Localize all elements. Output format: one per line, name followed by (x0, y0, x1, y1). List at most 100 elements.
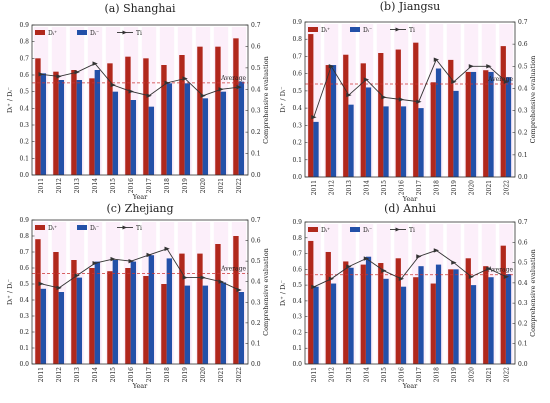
x-tick-label: 2022 (503, 180, 510, 195)
ti-point (236, 84, 242, 90)
bar-d-minus (148, 255, 155, 364)
y-tick-label: 0.0 (292, 361, 302, 368)
y-tick-label: 0.0 (292, 174, 302, 181)
legend-swatch-d-minus (77, 30, 87, 35)
chart-panel-4: (d) Anhui Average 0.0 0.1 0.2 0.3 0.4 0.5 0.6 0.7… (279, 202, 537, 390)
ti-point (468, 64, 475, 69)
y2-tick-label: 0.4 (251, 279, 261, 286)
y-tick-label: 0.9 (19, 217, 29, 224)
x-tick-label: 2020 (468, 367, 475, 382)
x-tick-label: 2017 (416, 180, 423, 195)
bar-d-minus (94, 261, 101, 364)
legend-swatch-d-minus (350, 27, 360, 32)
y2-tick-label: 0.1 (251, 340, 261, 347)
x-tick-label: 2021 (218, 367, 225, 382)
x-tick-label: 2015 (110, 367, 117, 382)
x-tick-label: 2019 (182, 367, 189, 382)
bar-d-minus (76, 80, 83, 175)
y2-tick-label: 0.6 (518, 41, 528, 48)
legend-label: Dᵢ⁻ (90, 225, 99, 232)
x-tick-label: 2018 (164, 178, 171, 193)
bar-d-minus (453, 269, 459, 364)
x-tick-label: 2014 (363, 180, 370, 195)
bar-d-plus (143, 58, 149, 176)
x-tick-label: 2012 (56, 367, 63, 382)
ti-point (398, 97, 405, 102)
ti-point (110, 256, 116, 262)
bar-d-plus (197, 46, 203, 175)
bar-d-minus (220, 91, 227, 175)
ti-point (328, 64, 335, 69)
y2-tick-label: 0.0 (251, 361, 261, 368)
bar-d-plus (465, 258, 471, 364)
bar-d-minus (383, 278, 389, 364)
bar-d-minus (470, 71, 477, 177)
bar-d-minus (400, 106, 407, 177)
bar-d-plus (197, 253, 203, 364)
bar-d-plus (143, 276, 149, 364)
y2-tick-label: 0.5 (518, 260, 528, 267)
ti-point (381, 95, 387, 100)
legend-label: Ti (136, 225, 142, 232)
x-tick-label: 2022 (236, 367, 243, 382)
y-tick-label: 0.6 (19, 265, 29, 272)
ti-point (74, 273, 80, 278)
bar-d-plus (53, 71, 59, 175)
bar-d-minus (202, 98, 209, 175)
bar-d-minus (383, 106, 389, 177)
bar-d-minus (94, 70, 101, 175)
ti-point (56, 285, 62, 291)
ti-point (74, 69, 80, 75)
y-tick-label: 0.2 (19, 139, 29, 146)
bar-d-plus (325, 65, 331, 177)
legend-ti-marker (122, 225, 127, 230)
bar-d-minus (220, 282, 227, 364)
x-tick-label: 2022 (236, 178, 243, 193)
y-axis-label: Dᵢ⁺ / Dᵢ⁻ (279, 86, 287, 112)
x-tick-label: 2020 (200, 178, 207, 193)
x-tick-label: 2016 (128, 367, 135, 382)
ti-point (92, 261, 98, 266)
bar-d-minus (348, 104, 354, 177)
x-tick-label: 2012 (56, 178, 63, 193)
legend-label: Dᵢ⁺ (321, 27, 330, 34)
y2-tick-label: 0.5 (518, 63, 528, 70)
bar-d-plus (343, 261, 349, 364)
y-axis-label: Dᵢ⁺ / Dᵢ⁻ (6, 87, 14, 113)
y-tick-label: 0.7 (292, 251, 302, 258)
x-tick-label: 2015 (381, 367, 388, 382)
x-tick-label: 2015 (110, 178, 117, 193)
ti-point (128, 258, 134, 264)
ti-point (146, 93, 152, 98)
chart-title: (a) Shanghai (104, 2, 176, 15)
bar-d-plus (89, 78, 95, 175)
x-axis-label: Year (402, 195, 418, 203)
bar-d-plus (483, 70, 489, 177)
y-tick-label: 0.4 (19, 297, 29, 304)
ti-point (311, 284, 317, 290)
ti-point (363, 77, 370, 82)
y-tick-label: 0.4 (292, 105, 302, 112)
legend-label: Ti (409, 227, 415, 234)
bar-d-minus (453, 90, 459, 177)
y-tick-label: 0.3 (292, 314, 302, 321)
bar-d-minus (238, 81, 245, 175)
y2-tick-label: 0.1 (518, 152, 528, 159)
ti-line (313, 58, 507, 118)
bar-d-plus (107, 63, 113, 176)
x-tick-label: 2021 (218, 178, 225, 193)
ti-point (164, 80, 170, 86)
ti-point (433, 57, 440, 62)
y-tick-label: 0.0 (19, 172, 29, 179)
x-tick-label: 2011 (38, 367, 45, 382)
bar-d-minus (58, 292, 65, 364)
x-tick-label: 2018 (433, 367, 440, 382)
bar-d-plus (430, 82, 436, 177)
y-tick-label: 0.1 (19, 155, 29, 162)
y-tick-label: 0.8 (19, 39, 29, 46)
bar-d-minus (365, 256, 372, 364)
legend-label: Dᵢ⁺ (321, 227, 330, 234)
x-tick-label: 2019 (182, 178, 189, 193)
bar-d-minus (238, 292, 245, 364)
ti-line (40, 248, 240, 291)
